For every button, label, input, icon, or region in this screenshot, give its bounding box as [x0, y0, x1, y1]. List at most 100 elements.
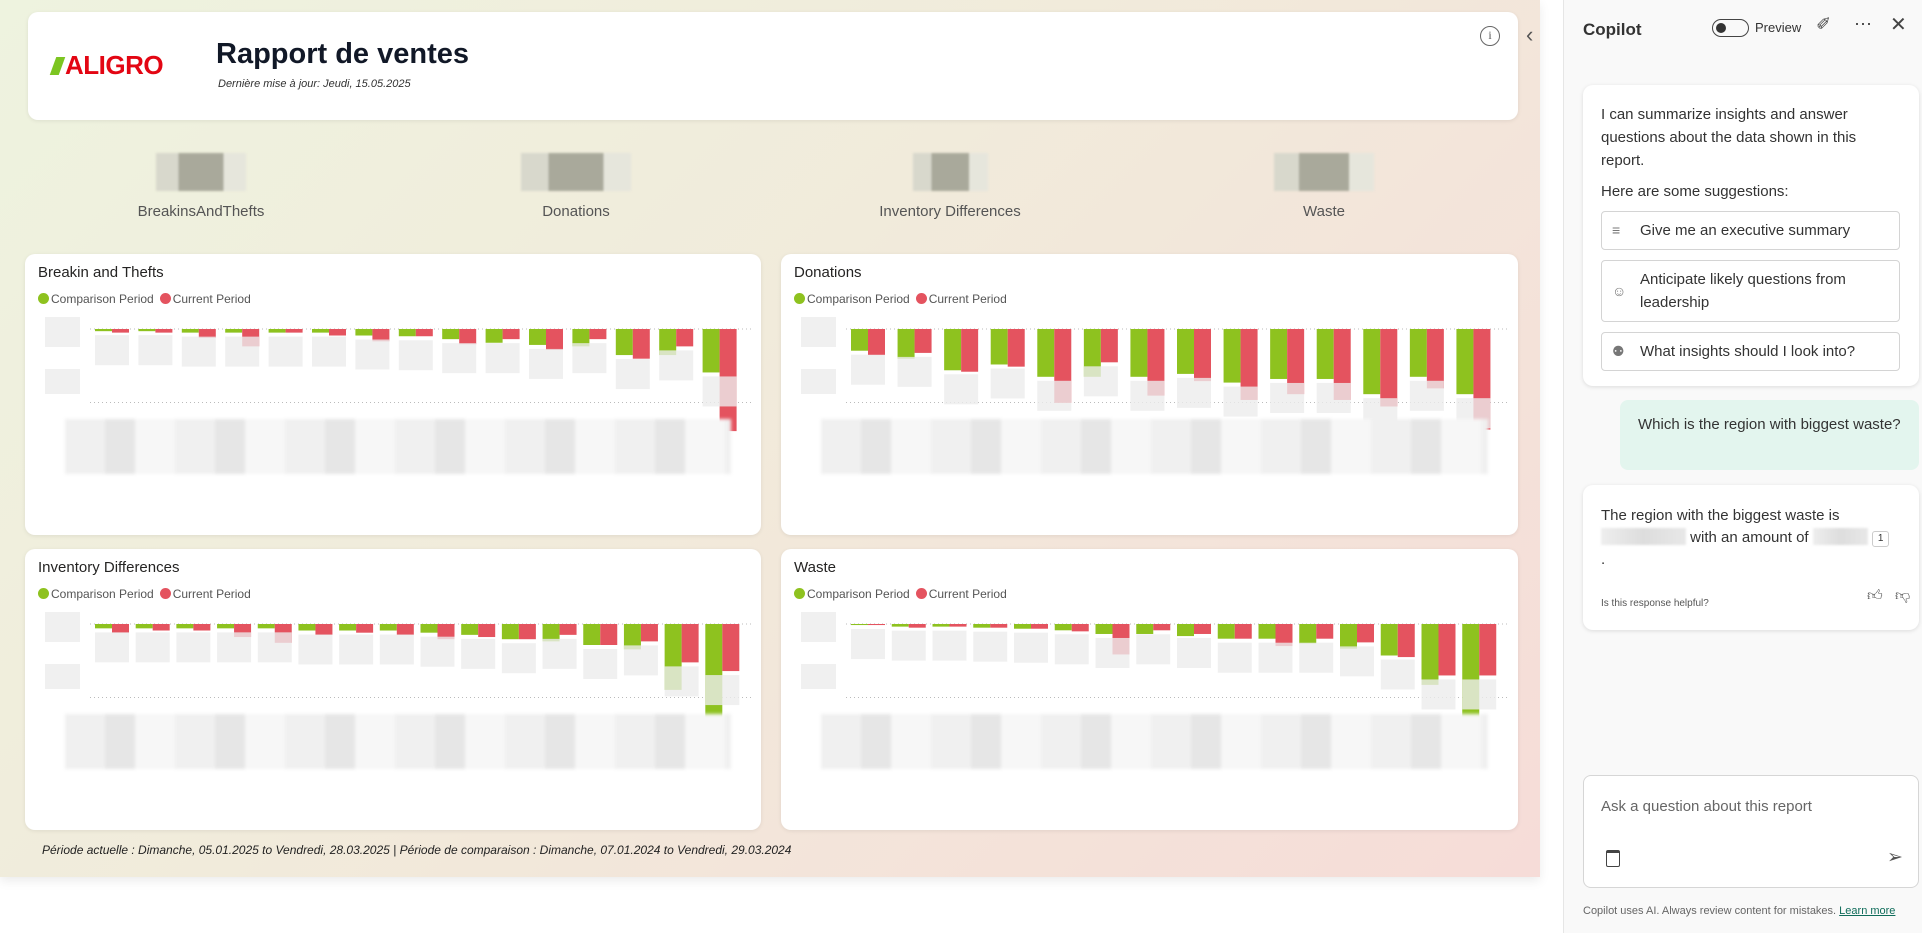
bar-comparison[interactable] [1083, 329, 1101, 377]
bar-current[interactable] [961, 329, 979, 372]
bar-current[interactable] [329, 329, 346, 336]
bar-current[interactable] [589, 329, 607, 340]
bar-comparison[interactable] [897, 329, 915, 359]
bar-current[interactable] [198, 329, 216, 338]
bar-comparison[interactable] [542, 624, 560, 642]
bar-current[interactable] [1007, 329, 1025, 367]
bar-comparison[interactable] [1456, 329, 1474, 395]
bar-current[interactable] [546, 329, 563, 350]
bar-current[interactable] [949, 624, 967, 627]
bar-current[interactable] [908, 624, 926, 628]
bar-comparison[interactable] [1340, 624, 1357, 649]
legend-item-comparison[interactable]: Comparison Period [794, 292, 910, 306]
bar-current[interactable] [914, 329, 932, 353]
bar-current[interactable] [1380, 329, 1398, 407]
bar-current[interactable] [1426, 329, 1444, 389]
bar-comparison[interactable] [379, 624, 397, 631]
bar-comparison[interactable] [442, 329, 460, 340]
bar-current[interactable] [1438, 624, 1456, 676]
bar-current[interactable] [1100, 329, 1118, 363]
bar-comparison[interactable] [572, 329, 590, 347]
bar-current[interactable] [600, 624, 618, 645]
bar-comparison[interactable] [398, 329, 416, 337]
bar-current[interactable] [396, 624, 414, 635]
bar-comparison[interactable] [990, 329, 1008, 365]
bar-current[interactable] [193, 624, 211, 631]
bar-comparison[interactable] [257, 624, 275, 629]
bar-comparison[interactable] [1014, 624, 1031, 629]
bar-comparison[interactable] [268, 329, 286, 333]
bar-comparison[interactable] [1217, 624, 1235, 639]
bar-comparison[interactable] [932, 624, 950, 627]
bar-comparison[interactable] [1177, 624, 1194, 637]
bar-comparison[interactable] [615, 329, 633, 356]
chart-breakin-thefts[interactable]: Breakin and Thefts Comparison Period Curre… [25, 254, 761, 535]
bar-comparison[interactable] [181, 329, 199, 333]
bar-comparison[interactable] [623, 624, 641, 650]
bar-comparison[interactable] [420, 624, 438, 633]
chart-donations[interactable]: Donations Comparison Period Current Period [781, 254, 1518, 535]
bar-comparison[interactable] [1270, 329, 1288, 379]
bar-comparison[interactable] [1316, 329, 1334, 379]
bar-current[interactable] [1071, 624, 1089, 632]
bar-comparison[interactable] [851, 624, 868, 626]
bar-comparison[interactable] [135, 624, 153, 629]
suggestion-anticipate-questions[interactable]: ☺ Anticipate likely questions from leader… [1601, 260, 1900, 322]
legend-item-comparison[interactable]: Comparison Period [794, 587, 910, 601]
bar-current[interactable] [1275, 624, 1293, 647]
bar-comparison[interactable] [138, 329, 156, 332]
bar-current[interactable] [502, 329, 520, 340]
bar-comparison[interactable] [95, 624, 112, 629]
bar-comparison[interactable] [702, 329, 720, 373]
bar-current[interactable] [868, 329, 885, 356]
bar-comparison[interactable] [851, 329, 868, 351]
chart-inventory-differences[interactable]: Inventory Differences Comparison Period Cu… [25, 549, 761, 830]
bar-comparison[interactable] [339, 624, 357, 631]
bar-current[interactable] [112, 624, 129, 633]
bar-current[interactable] [1240, 329, 1258, 400]
bar-comparison[interactable] [225, 329, 243, 333]
preview-toggle[interactable] [1712, 19, 1749, 37]
bar-current[interactable] [1234, 624, 1252, 639]
bar-comparison[interactable] [529, 329, 546, 345]
bar-comparison[interactable] [1037, 329, 1055, 377]
chart-waste[interactable]: Waste Comparison Period Current Period [781, 549, 1518, 830]
bar-current[interactable] [285, 329, 303, 333]
bar-current[interactable] [640, 624, 658, 642]
citation-badge[interactable]: 1 [1871, 531, 1890, 547]
bar-current[interactable] [437, 624, 455, 640]
legend-item-current[interactable]: Current Period [159, 587, 251, 601]
bar-comparison[interactable] [891, 624, 909, 627]
bar-comparison[interactable] [1380, 624, 1398, 656]
bar-current[interactable] [478, 624, 496, 638]
bar-comparison[interactable] [705, 624, 723, 720]
prompt-guide-icon[interactable] [1606, 850, 1620, 867]
thumbs-up-icon[interactable]: 👍︎ [1867, 587, 1883, 604]
bar-current[interactable] [518, 624, 536, 640]
bar-comparison[interactable] [1095, 624, 1113, 634]
bar-current[interactable] [356, 624, 374, 633]
bar-current[interactable] [1333, 329, 1351, 400]
bar-current[interactable] [681, 624, 699, 663]
bar-current[interactable] [722, 624, 740, 672]
send-icon[interactable]: ➢ [1887, 847, 1903, 868]
bar-current[interactable] [155, 329, 173, 333]
bar-current[interactable] [152, 624, 170, 631]
learn-more-link[interactable]: Learn more [1839, 905, 1896, 917]
broom-icon[interactable]: ✐ [1816, 14, 1832, 34]
bar-comparison[interactable] [1177, 329, 1194, 374]
bar-comparison[interactable] [1258, 624, 1276, 639]
bar-comparison[interactable] [1421, 624, 1439, 685]
legend-item-comparison[interactable]: Comparison Period [38, 587, 154, 601]
question-input[interactable] [1601, 798, 1901, 815]
bar-current[interactable] [676, 329, 694, 347]
bar-current[interactable] [559, 624, 577, 635]
bar-comparison[interactable] [501, 624, 519, 640]
thumbs-down-icon[interactable]: 👎︎ [1895, 587, 1911, 604]
bar-comparison[interactable] [1409, 329, 1427, 377]
bar-comparison[interactable] [1363, 329, 1381, 395]
bar-comparison[interactable] [461, 624, 479, 635]
bar-comparison[interactable] [944, 329, 962, 371]
bar-comparison[interactable] [659, 329, 677, 356]
chevron-left-icon[interactable]: ‹ [1526, 22, 1534, 47]
